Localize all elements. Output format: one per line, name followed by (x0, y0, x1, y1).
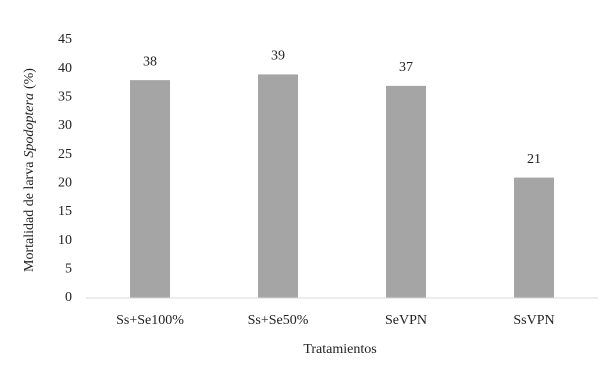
data-label: 39 (271, 49, 285, 64)
y-tick-label: 40 (58, 61, 72, 76)
x-tick-label: SeVPN (385, 313, 427, 328)
x-tick-label: Ss+Se50% (248, 313, 309, 328)
y-tick-label: 30 (58, 118, 72, 133)
x-tick-label: Ss+Se100% (116, 313, 184, 328)
data-label: 37 (399, 60, 413, 75)
y-axis-title: Mortalidad de larva Spodoptera (%) (22, 68, 37, 272)
bar (386, 85, 426, 298)
y-tick-label: 10 (58, 233, 72, 248)
x-axis-title: Tratamientos (303, 342, 376, 357)
data-label: 21 (527, 152, 541, 167)
y-axis-title-part: Mortalidad de larva (22, 161, 37, 272)
y-tick-label: 45 (58, 32, 72, 47)
x-tick-label: SsVPN (513, 313, 554, 328)
bar (258, 74, 298, 299)
y-tick-label: 25 (58, 147, 72, 162)
y-axis-title-part: Spodoptera (22, 93, 37, 158)
y-tick-label: 35 (58, 90, 72, 105)
y-tick-label: 5 (65, 262, 72, 277)
y-tick-label: 0 (65, 290, 72, 305)
data-label: 38 (143, 54, 157, 69)
bar (514, 177, 554, 298)
y-axis-title-part: (%) (22, 68, 37, 89)
bar (130, 80, 170, 298)
y-tick-label: 15 (58, 204, 72, 219)
y-tick-label: 20 (58, 176, 72, 191)
